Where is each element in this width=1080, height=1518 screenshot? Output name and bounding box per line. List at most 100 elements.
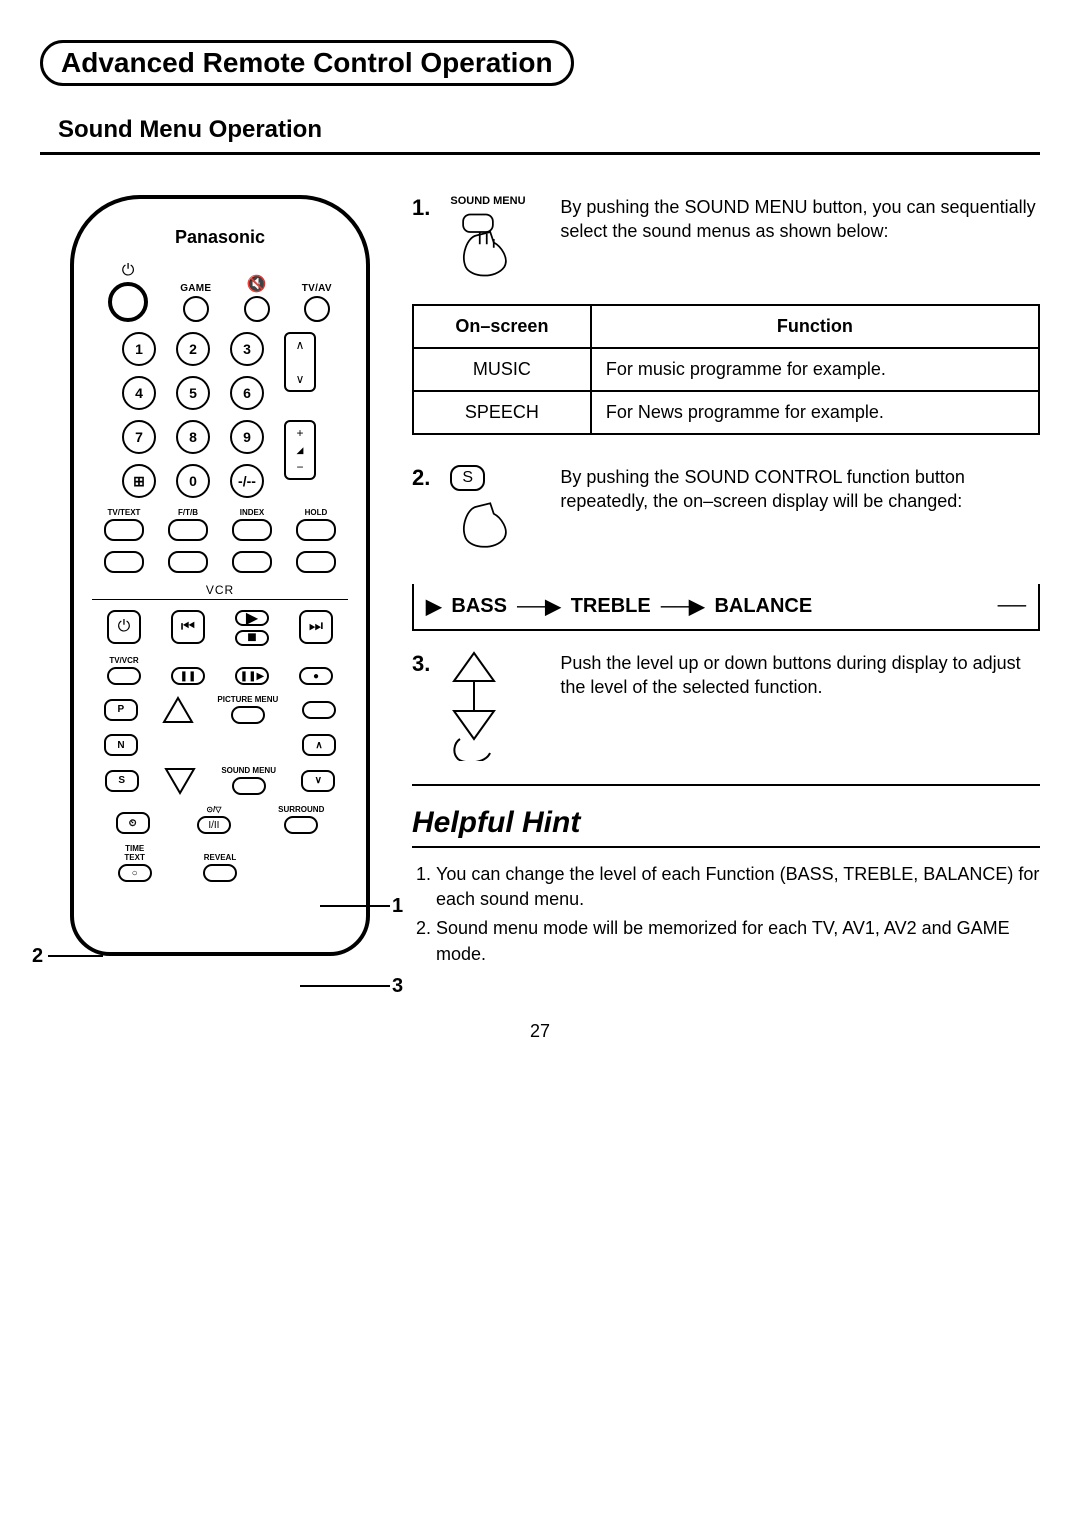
game-button[interactable] bbox=[183, 296, 209, 322]
num-0[interactable]: 0 bbox=[176, 464, 210, 498]
osd-icon: ⊙/▽ bbox=[206, 805, 221, 814]
sound-menu-key-label: SOUND MENU bbox=[450, 195, 540, 207]
sound-flow: ▶ BASS ──▶ TREBLE ──▶ BALANCE ── bbox=[412, 584, 1040, 631]
reveal-button[interactable] bbox=[203, 864, 237, 882]
num-9[interactable]: 9 bbox=[230, 420, 264, 454]
step-2-text: By pushing the SOUND CONTROL function bu… bbox=[560, 465, 1040, 514]
p-button[interactable]: P bbox=[104, 699, 138, 721]
index-button[interactable] bbox=[232, 519, 272, 541]
remote-column: Panasonic ⏻ GAME 🔇 TV/AV bbox=[40, 195, 380, 956]
num-2[interactable]: 2 bbox=[176, 332, 210, 366]
table-row: MUSIC For music programme for example. bbox=[413, 348, 1039, 391]
hint-list: You can change the level of each Functio… bbox=[412, 862, 1040, 967]
blank-c[interactable] bbox=[232, 551, 272, 573]
press-icon bbox=[450, 491, 520, 561]
blank-d[interactable] bbox=[296, 551, 336, 573]
osd-button[interactable]: I/II bbox=[197, 816, 231, 834]
tvav-label: TV/AV bbox=[302, 283, 332, 294]
arrow-icon: ──▶ bbox=[661, 594, 705, 619]
ftb-button[interactable] bbox=[168, 519, 208, 541]
cell-speech: SPEECH bbox=[413, 391, 591, 434]
step-2-num: 2. bbox=[412, 465, 430, 491]
nav-down-small[interactable]: ∨ bbox=[301, 770, 335, 792]
num-5[interactable]: 5 bbox=[176, 376, 210, 410]
channel-rocker-1[interactable]: ∧∨ bbox=[284, 332, 316, 392]
mute-icon: 🔇 bbox=[247, 274, 267, 294]
aspect-button[interactable]: ⊞ bbox=[122, 464, 156, 498]
timetext-button[interactable]: ○ bbox=[118, 864, 152, 882]
num-8[interactable]: 8 bbox=[176, 420, 210, 454]
vcr-stop[interactable]: ■ bbox=[235, 630, 269, 646]
divider bbox=[412, 784, 1040, 786]
hint-title: Helpful Hint bbox=[412, 806, 1040, 840]
step-1: 1. SOUND MENU By pushing the SOUND MENU … bbox=[412, 195, 1040, 286]
sound-menu-label: SOUND MENU bbox=[221, 766, 276, 775]
updown-icon bbox=[450, 651, 498, 761]
flow-balance: BALANCE bbox=[714, 595, 812, 618]
arrow-icon: ▶ bbox=[426, 594, 441, 619]
num-1[interactable]: 1 bbox=[122, 332, 156, 366]
nav-up[interactable] bbox=[162, 696, 194, 724]
surround-label: SURROUND bbox=[278, 805, 324, 814]
num-7[interactable]: 7 bbox=[122, 420, 156, 454]
nav-up-small[interactable]: ∧ bbox=[302, 734, 336, 756]
ftb-label: F/T/B bbox=[178, 508, 198, 517]
vcr-rewind[interactable]: ⏮ bbox=[171, 610, 205, 644]
flow-treble: TREBLE bbox=[571, 595, 651, 618]
picture-menu-button[interactable] bbox=[231, 706, 265, 724]
rec-button[interactable]: ● bbox=[299, 667, 333, 685]
num-3[interactable]: 3 bbox=[230, 332, 264, 366]
blank-b[interactable] bbox=[168, 551, 208, 573]
timetext-label: TIME TEXT bbox=[124, 844, 144, 862]
callout-2-line bbox=[48, 955, 103, 957]
power-icon: ⏻ bbox=[122, 262, 135, 280]
divider bbox=[40, 152, 1040, 155]
tvtext-button[interactable] bbox=[104, 519, 144, 541]
s-button[interactable]: S bbox=[105, 770, 139, 792]
tvvcr-label: TV/VCR bbox=[109, 656, 138, 665]
hint-item: You can change the level of each Functio… bbox=[436, 862, 1040, 912]
dash-button[interactable]: -/-- bbox=[230, 464, 264, 498]
pause-button[interactable]: ❚❚ bbox=[171, 667, 205, 685]
hold-button[interactable] bbox=[296, 519, 336, 541]
sound-menu-button[interactable] bbox=[232, 777, 266, 795]
picture-menu-label: PICTURE MENU bbox=[217, 695, 278, 704]
arrow-icon: ──▶ bbox=[517, 594, 561, 619]
vcr-play[interactable]: ▶ bbox=[235, 610, 269, 626]
volume-rocker[interactable]: +◢− bbox=[284, 420, 316, 480]
callout-1: 1 bbox=[392, 895, 403, 918]
surround-button[interactable] bbox=[284, 816, 318, 834]
index-label: INDEX bbox=[240, 508, 264, 517]
num-4[interactable]: 4 bbox=[122, 376, 156, 410]
callout-3: 3 bbox=[392, 975, 403, 998]
vcr-power[interactable]: ⏻ bbox=[107, 610, 141, 644]
power-button[interactable] bbox=[108, 282, 148, 322]
vcr-ff[interactable]: ⏭ bbox=[299, 610, 333, 644]
remote-brand: Panasonic bbox=[92, 227, 348, 248]
callout-2: 2 bbox=[32, 945, 43, 968]
slow-button[interactable]: ❚❚▶ bbox=[235, 667, 269, 685]
hint-item: Sound menu mode will be memorized for ea… bbox=[436, 916, 1040, 966]
tvvcr-button[interactable] bbox=[107, 667, 141, 685]
mute-button[interactable] bbox=[244, 296, 270, 322]
cell-music-desc: For music programme for example. bbox=[591, 348, 1039, 391]
th-function: Function bbox=[591, 305, 1039, 348]
arrow-icon: ── bbox=[998, 595, 1026, 618]
hold-label: HOLD bbox=[305, 508, 328, 517]
step-2: 2. S By pushing the SOUND CONTROL functi… bbox=[412, 465, 1040, 566]
step-3: 3. Push the level up or down buttons dur… bbox=[412, 651, 1040, 766]
callout-3-line bbox=[300, 985, 390, 987]
n-button[interactable]: N bbox=[104, 734, 138, 756]
nav-down[interactable] bbox=[164, 767, 196, 795]
th-onscreen: On–screen bbox=[413, 305, 591, 348]
step-3-num: 3. bbox=[412, 651, 430, 677]
cell-speech-desc: For News programme for example. bbox=[591, 391, 1039, 434]
page-number: 27 bbox=[40, 1021, 1040, 1042]
tvav-button[interactable] bbox=[304, 296, 330, 322]
num-6[interactable]: 6 bbox=[230, 376, 264, 410]
blank-e[interactable] bbox=[302, 701, 336, 719]
timer-button[interactable]: ⏲ bbox=[116, 812, 150, 834]
flow-bass: BASS bbox=[451, 595, 507, 618]
blank-a[interactable] bbox=[104, 551, 144, 573]
callout-1-line bbox=[320, 905, 390, 907]
